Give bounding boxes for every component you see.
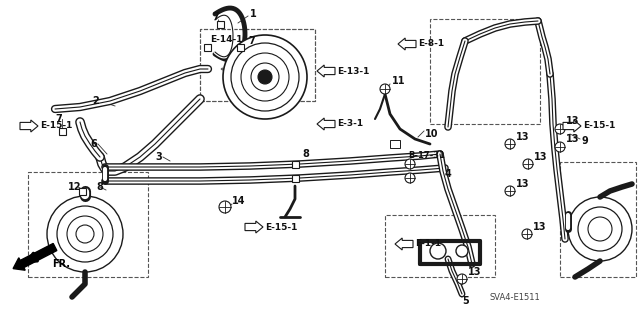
Text: 10: 10 [425,129,438,139]
Circle shape [405,159,415,169]
Circle shape [555,124,565,134]
Text: 13: 13 [516,132,529,142]
Circle shape [380,84,390,94]
Bar [58,128,65,135]
Bar [560,162,636,277]
Circle shape [588,217,612,241]
Polygon shape [398,38,416,50]
Circle shape [231,43,299,111]
Bar [291,160,298,167]
Text: 6: 6 [90,139,97,149]
Bar [216,20,223,27]
Circle shape [251,63,279,91]
Text: FR.: FR. [52,259,70,269]
Circle shape [57,206,113,262]
Text: SVA4-E1511: SVA4-E1511 [490,293,541,301]
Bar [204,43,211,50]
Bar [430,19,540,124]
Text: E-13-1: E-13-1 [337,66,369,76]
Text: E-1-1: E-1-1 [415,240,441,249]
Polygon shape [20,120,38,132]
Circle shape [457,274,467,284]
Text: 1: 1 [250,9,257,19]
Circle shape [505,186,515,196]
Circle shape [523,159,533,169]
Bar [291,174,298,182]
Bar [385,215,495,277]
Bar [200,29,315,101]
Circle shape [555,142,565,152]
Polygon shape [317,118,335,130]
Text: 2: 2 [92,96,99,106]
Text: 7: 7 [55,114,61,124]
Circle shape [522,229,532,239]
Text: E-15-1: E-15-1 [40,122,72,130]
Text: E-3-1: E-3-1 [337,120,363,129]
Circle shape [578,207,622,251]
Text: 4: 4 [445,169,452,179]
Circle shape [241,53,289,101]
Circle shape [76,225,94,243]
Text: B-17-31: B-17-31 [408,152,445,160]
Circle shape [47,196,123,272]
Bar [79,188,86,195]
Text: 13: 13 [566,116,579,126]
Text: 7: 7 [248,36,255,46]
Text: 8: 8 [302,149,309,159]
Text: 14: 14 [232,196,246,206]
Text: 13: 13 [533,222,547,232]
Text: 13: 13 [534,152,547,162]
Circle shape [223,35,307,119]
Circle shape [505,139,515,149]
Text: 8: 8 [96,182,103,192]
Text: 13: 13 [566,134,579,144]
Polygon shape [395,238,413,250]
Text: 9: 9 [582,136,589,146]
Circle shape [405,173,415,183]
Circle shape [219,201,231,213]
Bar [390,140,400,148]
Bar [237,43,243,50]
Text: 13: 13 [516,179,529,189]
Circle shape [568,197,632,261]
Circle shape [456,245,468,257]
Text: 3: 3 [155,152,162,162]
Text: 7: 7 [212,12,219,22]
Bar [28,172,148,277]
Polygon shape [563,120,581,132]
Text: 11: 11 [392,76,406,86]
Text: E-15-1: E-15-1 [265,222,298,232]
Circle shape [67,216,103,252]
Text: 5: 5 [462,296,468,306]
Text: E-8-1: E-8-1 [418,40,444,48]
Bar [200,29,315,101]
Polygon shape [245,221,263,233]
Circle shape [430,243,446,259]
Text: E-15-1: E-15-1 [583,122,616,130]
Circle shape [258,70,272,84]
Text: 13: 13 [468,267,481,277]
Text: 12: 12 [68,182,81,192]
FancyArrow shape [13,243,57,270]
Text: E-14-1: E-14-1 [210,34,243,43]
Polygon shape [317,65,335,77]
